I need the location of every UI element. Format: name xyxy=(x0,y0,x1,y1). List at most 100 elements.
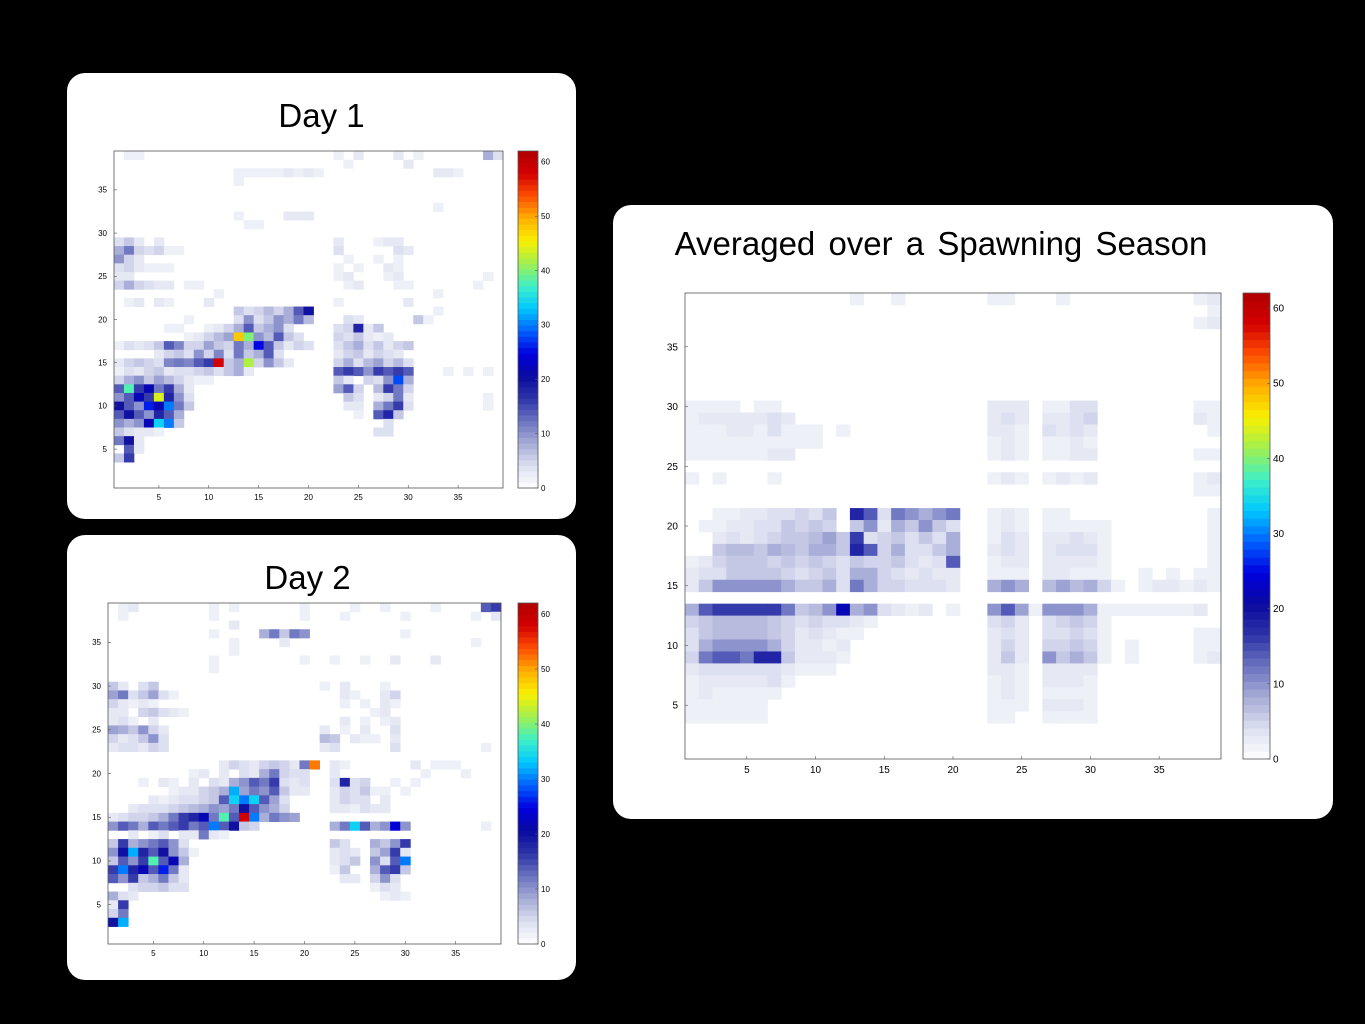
heatmap-cell xyxy=(239,812,250,822)
heatmap-cell xyxy=(490,603,502,613)
heatmap-cell xyxy=(123,401,135,411)
y-tick-label: 15 xyxy=(92,813,101,822)
heatmap-cell xyxy=(208,655,220,665)
heatmap-cell xyxy=(863,508,878,521)
heatmap-cell xyxy=(108,909,119,919)
colorbar-segment xyxy=(1243,704,1270,713)
heatmap-cell xyxy=(208,777,220,788)
heatmap-cell xyxy=(153,384,165,394)
heatmap-cell xyxy=(203,323,215,333)
heatmap-cell xyxy=(1207,400,1222,413)
heatmap-cell xyxy=(808,424,823,437)
heatmap-cell xyxy=(228,795,240,805)
heatmap-cell xyxy=(932,531,947,545)
colorbar-segment xyxy=(1243,526,1270,535)
heatmap-cell xyxy=(726,448,741,461)
heatmap-cell xyxy=(123,280,135,290)
heatmap-cell xyxy=(822,603,837,617)
heatmap-cell xyxy=(1056,579,1071,593)
heatmap-cell xyxy=(299,611,310,621)
heatmap-cell xyxy=(380,847,391,857)
heatmap-cell xyxy=(353,263,364,273)
heatmap-cell xyxy=(183,315,195,325)
heatmap-cell xyxy=(168,821,179,831)
heatmap-cell xyxy=(726,436,741,449)
heatmap-cell xyxy=(739,675,755,688)
heatmap-cell xyxy=(891,579,906,593)
heatmap-cell xyxy=(163,297,175,307)
heatmap-cell xyxy=(114,436,125,446)
heatmap-cell xyxy=(1083,687,1098,700)
heatmap-cell xyxy=(781,412,796,425)
heatmap-cell xyxy=(339,716,351,726)
heatmap-cell xyxy=(1097,603,1112,617)
heatmap-cell xyxy=(739,663,755,676)
heatmap-cell xyxy=(198,830,210,840)
x-tick-label: 15 xyxy=(254,493,263,502)
heatmap-cell xyxy=(279,629,290,639)
colorbar-segment xyxy=(518,285,538,292)
heatmap-cell xyxy=(849,555,865,569)
heatmap-cell xyxy=(822,579,837,593)
colorbar-segment xyxy=(1243,580,1270,589)
heatmap-cell xyxy=(1083,579,1098,593)
heatmap-cell xyxy=(753,555,768,569)
heatmap-cell xyxy=(333,358,344,368)
heatmap-cell xyxy=(1083,675,1098,688)
colorbar-segment xyxy=(518,162,538,169)
heatmap-cell xyxy=(726,615,741,628)
heatmap-cell xyxy=(1207,508,1222,521)
heatmap-cell xyxy=(198,795,210,805)
heatmap-cell xyxy=(1138,603,1153,617)
heatmap-cell xyxy=(203,367,215,377)
heatmap-cell xyxy=(753,615,768,628)
colorbar-segment xyxy=(518,875,538,882)
colorbar-segment xyxy=(518,313,538,320)
y-tick-label: 35 xyxy=(92,638,101,647)
heatmap-cell xyxy=(712,651,727,664)
y-tick-label: 10 xyxy=(92,857,101,866)
heatmap-cell xyxy=(343,271,354,282)
y-tick-label: 15 xyxy=(667,581,679,592)
heatmap-cell xyxy=(1001,436,1016,449)
heatmap-cell xyxy=(712,675,727,688)
heatmap-cell xyxy=(1069,615,1084,628)
colorbar-segment xyxy=(1243,355,1270,364)
heatmap-cell xyxy=(383,358,394,368)
heatmap-cell xyxy=(333,323,344,333)
x-tick-label: 10 xyxy=(204,493,213,502)
heatmap-cell xyxy=(822,555,837,569)
heatmap-cell xyxy=(1042,675,1057,688)
heatmap-cell xyxy=(373,401,384,411)
heatmap-cell xyxy=(1083,651,1098,664)
x-tick-label: 5 xyxy=(157,493,162,502)
heatmap-cell xyxy=(163,280,175,290)
heatmap-cell xyxy=(108,839,119,849)
heatmap-cell xyxy=(178,882,190,892)
heatmap-cell xyxy=(123,263,135,273)
colorbar-segment xyxy=(518,887,538,894)
heatmap-cell xyxy=(1056,567,1071,581)
heatmap-cell xyxy=(329,847,341,857)
colorbar-segment xyxy=(518,268,538,276)
heatmap-cell xyxy=(279,637,290,648)
colorbar-segment xyxy=(1243,588,1270,597)
heatmap-cell xyxy=(343,341,354,351)
heatmap-cell xyxy=(138,725,149,735)
heatmap-cell xyxy=(781,675,796,688)
heatmap-cell xyxy=(739,424,755,437)
heatmap-cell xyxy=(228,786,240,796)
heatmap-cell xyxy=(259,786,270,796)
heatmap-cell xyxy=(108,874,119,884)
heatmap-cell xyxy=(373,349,384,359)
heatmap-cell xyxy=(370,707,381,718)
heatmap-cell xyxy=(158,865,169,875)
heatmap-cell xyxy=(877,579,892,593)
heatmap-cell xyxy=(932,579,947,593)
heatmap-cell xyxy=(138,874,149,884)
heatmap-cell xyxy=(283,323,294,333)
heatmap-cell xyxy=(114,237,125,247)
heatmap-cell xyxy=(273,349,284,359)
heatmap-cell xyxy=(794,663,810,676)
heatmap-cell xyxy=(726,663,741,676)
